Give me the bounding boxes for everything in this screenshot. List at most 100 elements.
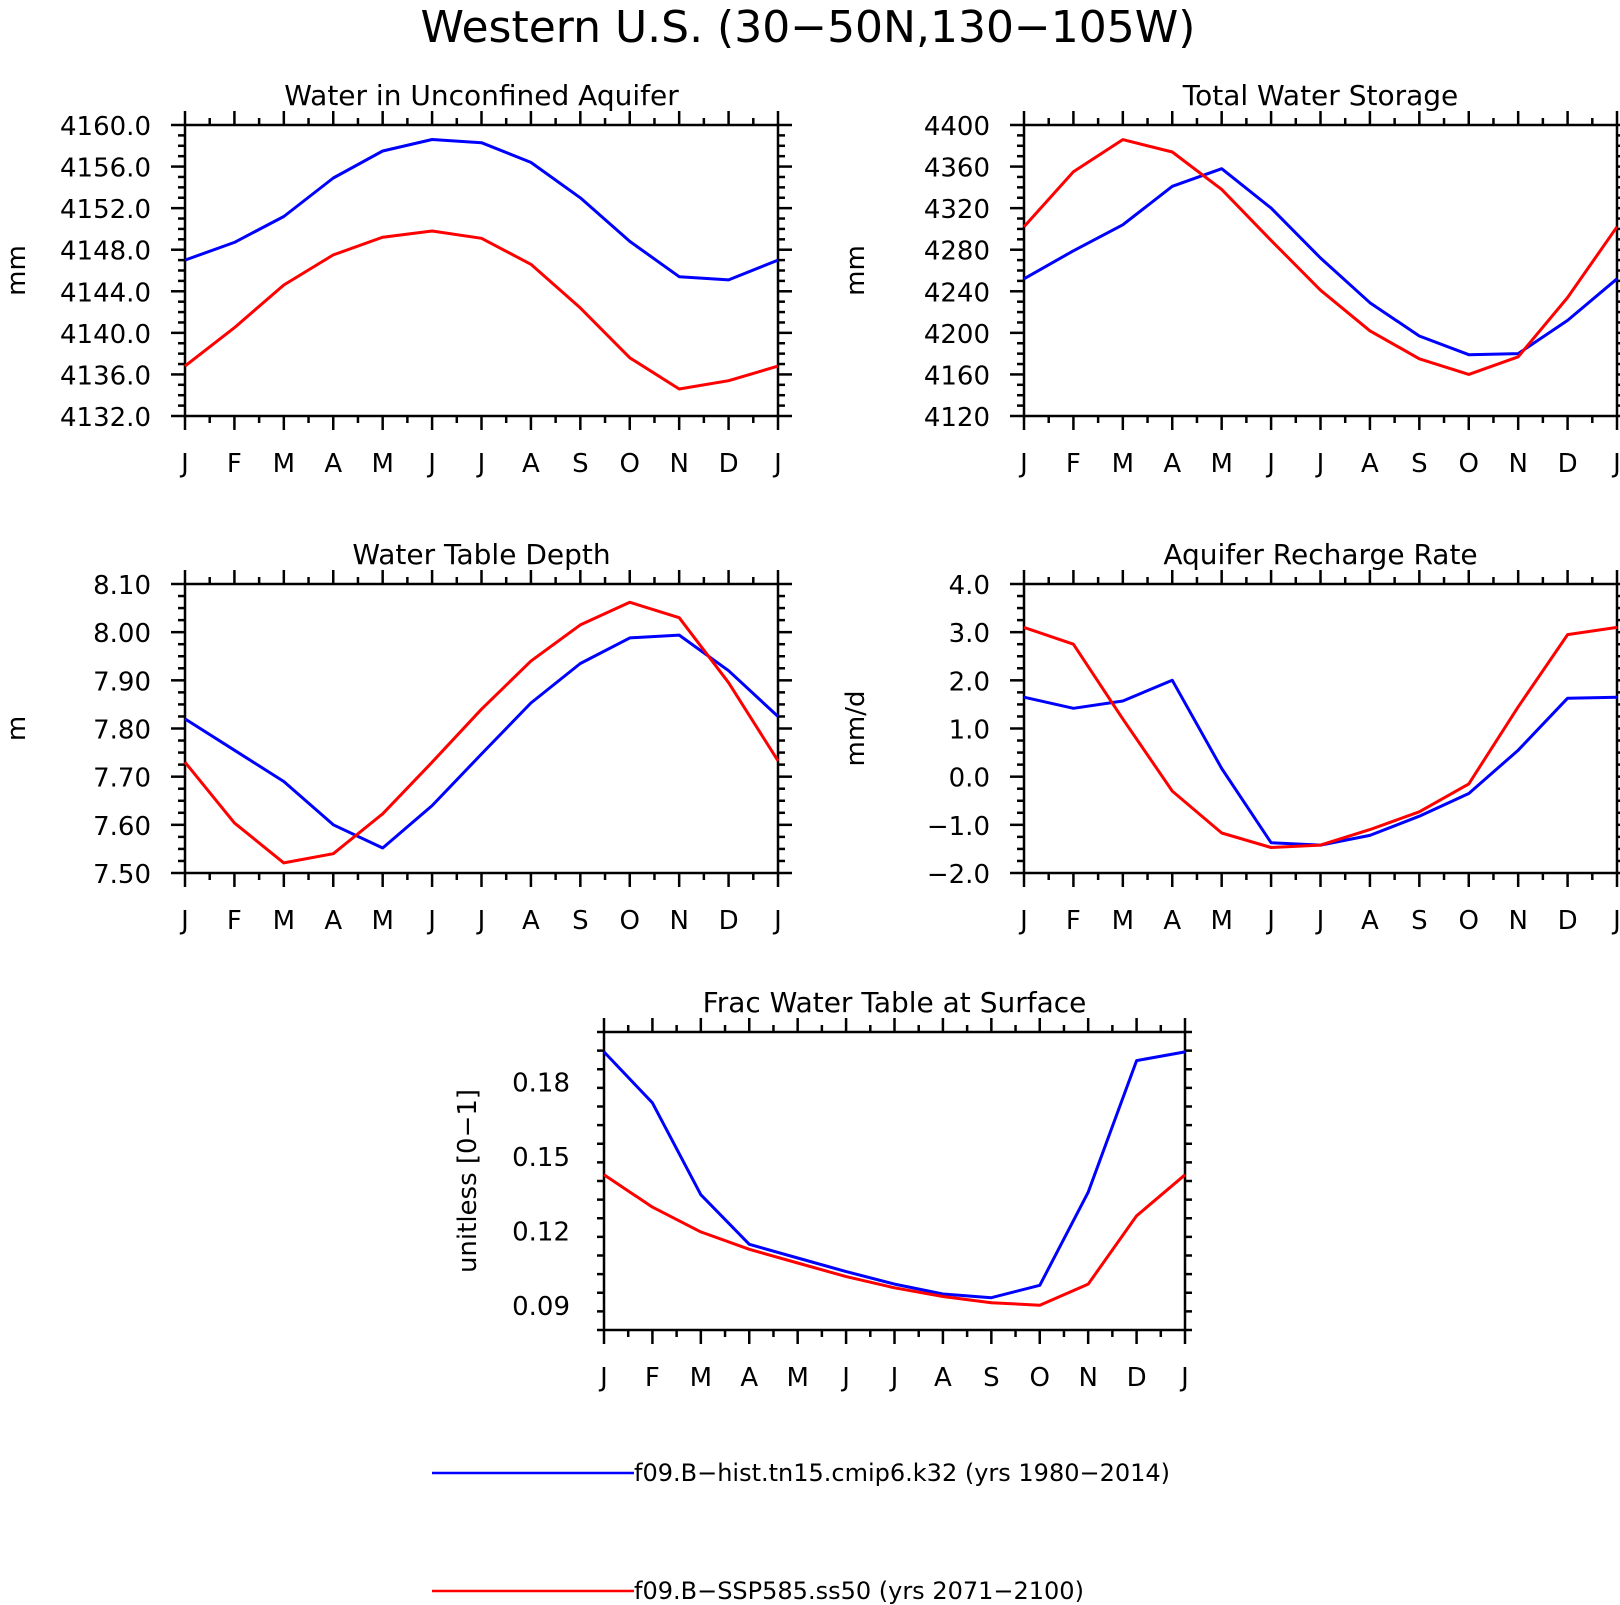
y-axis-label: m [2, 716, 32, 741]
series-line-1 [1023, 167, 1618, 357]
plot-frame [183, 582, 780, 875]
y-tick-label: 0.09 [512, 1292, 570, 1322]
x-tick-label: J [1315, 906, 1325, 936]
x-tick-label: A [324, 449, 342, 479]
x-tick-label: S [572, 906, 589, 936]
x-tick-label: J [1179, 1363, 1189, 1393]
x-tick-label: J [476, 449, 486, 479]
panel-title: Frac Water Table at Surface [703, 986, 1087, 1019]
y-tick-label: 3.0 [949, 619, 990, 649]
y-tick-label: 0.12 [512, 1218, 570, 1248]
y-tick-label: 7.90 [93, 667, 151, 697]
y-tick-label: 8.00 [93, 619, 151, 649]
x-tick-label: A [1361, 906, 1379, 936]
y-tick-label: 4360 [924, 154, 990, 184]
x-tick-label: J [772, 906, 782, 936]
y-ticks [1010, 582, 1620, 875]
y-tick-label: 0.0 [949, 764, 990, 794]
series-line-1 [602, 1050, 1186, 1300]
x-tick-label: J [1611, 449, 1620, 479]
x-tick-label: N [1508, 906, 1527, 936]
x-tick-label: N [1508, 449, 1527, 479]
y-tick-label: 4132.0 [60, 403, 151, 433]
x-tick-label: J [1018, 906, 1028, 936]
x-tick-label: J [426, 449, 436, 479]
legend-entry: f09.B−hist.tn15.cmip6.k32 (yrs 1980−2014… [432, 1459, 1170, 1487]
y-tick-label: 4152.0 [60, 195, 151, 225]
x-tick-label: A [1163, 906, 1181, 936]
y-tick-label: 4156.0 [60, 154, 151, 184]
y-ticks [597, 1030, 1192, 1332]
y-tick-label: −1.0 [927, 812, 990, 842]
legend-label: f09.B−SSP585.ss50 (yrs 2071−2100) [634, 1577, 1084, 1605]
y-tick-label: 7.60 [93, 812, 151, 842]
x-tick-label: D [719, 906, 739, 936]
x-tick-label: A [522, 906, 540, 936]
x-tick-label: J [840, 1363, 850, 1393]
x-tick-label: M [371, 449, 393, 479]
x-tick-label: F [227, 449, 242, 479]
y-tick-label: 4140.0 [60, 320, 151, 350]
x-ticks [183, 570, 780, 887]
y-tick-label: 4148.0 [60, 237, 151, 267]
plot-frame [183, 123, 780, 418]
x-tick-label: O [1030, 1363, 1050, 1393]
y-tick-label: 4160.0 [60, 112, 151, 142]
x-tick-label: F [645, 1363, 660, 1393]
x-tick-label: M [786, 1363, 808, 1393]
y-tick-label: 4144.0 [60, 278, 151, 308]
y-tick-label: 7.80 [93, 716, 151, 746]
x-ticks [1022, 111, 1619, 430]
x-ticks [183, 111, 780, 430]
series-line-1 [184, 138, 779, 282]
x-tick-label: S [1411, 449, 1428, 479]
x-tick-label: J [476, 906, 486, 936]
y-tick-label: 2.0 [949, 667, 990, 697]
y-tick-label: 8.10 [93, 571, 151, 601]
y-tick-label: 0.15 [512, 1143, 570, 1173]
panel-title: Total Water Storage [1182, 79, 1459, 112]
plot-frame [1022, 123, 1619, 418]
y-tick-label: 4240 [924, 278, 990, 308]
x-tick-label: J [772, 449, 782, 479]
y-axis-label: unitless [0−1] [453, 1089, 483, 1273]
y-tick-label: 4200 [924, 320, 990, 350]
plot-frame [1022, 582, 1619, 875]
x-tick-label: D [1558, 449, 1578, 479]
y-tick-label: 1.0 [949, 716, 990, 746]
y-tick-label: 4320 [924, 195, 990, 225]
y-tick-label: 4120 [924, 403, 990, 433]
x-tick-label: N [669, 906, 688, 936]
legend-entry: f09.B−SSP585.ss50 (yrs 2071−2100) [432, 1577, 1084, 1605]
y-tick-label: 7.50 [93, 860, 151, 890]
panel-title: Aquifer Recharge Rate [1163, 538, 1477, 571]
x-tick-label: F [1066, 449, 1081, 479]
y-tick-label: 4160 [924, 361, 990, 391]
x-tick-label: O [1459, 449, 1479, 479]
figure-title: Western U.S. (30−50N,130−105W) [421, 2, 1196, 53]
x-tick-label: M [1112, 449, 1134, 479]
series-line-1 [184, 633, 780, 850]
x-tick-label: A [1163, 449, 1181, 479]
y-axis-label: mm [2, 245, 32, 296]
legend-label: f09.B−hist.tn15.cmip6.k32 (yrs 1980−2014… [634, 1459, 1170, 1487]
x-tick-label: M [273, 449, 295, 479]
y-axis-label: mm/d [841, 691, 871, 767]
x-tick-label: J [1265, 449, 1275, 479]
y-ticks [1010, 123, 1620, 418]
panel-title: Water in Unconfined Aquifer [284, 79, 679, 112]
x-tick-label: A [934, 1363, 952, 1393]
x-tick-label: O [620, 906, 640, 936]
series-line-2 [603, 1173, 1186, 1307]
y-ticks [171, 582, 792, 875]
x-ticks [602, 1018, 1187, 1344]
x-tick-label: F [1066, 906, 1081, 936]
x-tick-label: J [598, 1363, 608, 1393]
